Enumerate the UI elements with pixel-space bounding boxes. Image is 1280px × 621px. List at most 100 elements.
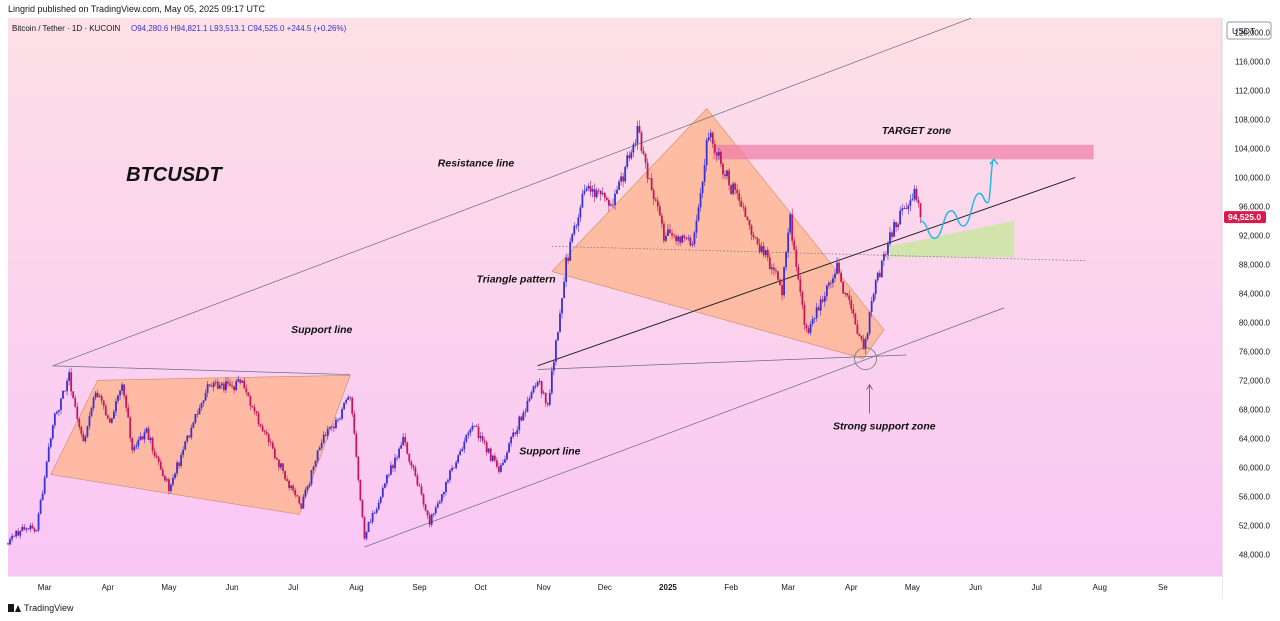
candle-body [459, 450, 462, 456]
candle-body [300, 503, 303, 509]
candle-body [878, 272, 881, 278]
candle-body [182, 449, 185, 455]
candle-body [436, 503, 439, 508]
candle-body [864, 338, 867, 350]
candle-body [251, 405, 254, 408]
candle-body [803, 304, 806, 325]
candle-body [508, 443, 510, 453]
candle-body [717, 151, 720, 156]
candle-body [220, 383, 223, 386]
candle-body [241, 380, 244, 383]
price-tick-label: 104,000.0 [1234, 144, 1270, 153]
candle-body [667, 229, 669, 236]
time-axis-background [8, 576, 1222, 599]
candle-body [406, 442, 409, 454]
price-axis[interactable]: 120,000.0 116,000.0 112,000.0 108,000.0 104,… [1234, 28, 1270, 559]
candle-body [709, 132, 712, 138]
candle-body [131, 438, 134, 451]
candle-body [375, 509, 378, 513]
candle-body [832, 278, 834, 284]
candle-body [267, 434, 270, 443]
time-axis[interactable]: Mar Apr May Jun Jul Aug Sep Oct Nov Dec 2025 Feb Mar… [38, 583, 1169, 592]
candle-body [377, 502, 380, 510]
candle-body [559, 313, 561, 333]
tradingview-logo[interactable]: TradingView [8, 603, 74, 613]
candle-body [9, 539, 11, 545]
candle-body [137, 439, 140, 446]
candle-body [108, 418, 111, 423]
candle-body [658, 206, 661, 216]
candle-body [117, 395, 119, 402]
candle-body [155, 456, 158, 458]
candle-body [848, 295, 851, 301]
candle-body [292, 485, 295, 491]
candle-body [752, 234, 755, 238]
target-zone-rect [712, 144, 1094, 160]
candle-body [351, 397, 354, 414]
candle-body [426, 510, 429, 516]
candle-body [404, 437, 407, 443]
candle-body [328, 426, 331, 429]
candle-body [638, 125, 641, 133]
candle-body [705, 140, 708, 166]
chart-frame[interactable]: BTCUSDT Resistance line Triangle pattern Su… [0, 17, 1280, 599]
candle-body [453, 467, 455, 469]
candle-body [874, 280, 877, 295]
candle-body [589, 185, 592, 192]
candle-body [599, 190, 602, 195]
candle-body [113, 411, 115, 419]
candle-body [133, 446, 136, 451]
candle-body [583, 190, 586, 194]
candle-body [876, 272, 879, 281]
candle-body [485, 442, 488, 453]
price-tick-label: 56,000.0 [1239, 492, 1271, 501]
candle-body [540, 381, 543, 394]
candle-body [762, 246, 765, 256]
candle-body [671, 233, 673, 236]
candle-body [76, 406, 79, 419]
candle-body [92, 397, 95, 409]
candle-body [227, 381, 229, 384]
candle-body [385, 474, 388, 484]
candle-body [821, 299, 824, 302]
candle-body [202, 400, 205, 404]
triangle-pattern-shape [551, 108, 885, 359]
candle-body [885, 254, 887, 255]
candle-body [271, 442, 274, 449]
candle-body [31, 525, 34, 529]
candle-body [72, 391, 75, 399]
candle-body [532, 386, 535, 393]
price-tick-label: 64,000.0 [1239, 434, 1271, 443]
candle-body [259, 424, 262, 427]
candle-body [530, 392, 533, 399]
candle-body [487, 448, 490, 453]
candle-body [581, 193, 584, 208]
candle-body [522, 412, 525, 421]
candle-body [196, 413, 199, 415]
candle-body [355, 433, 358, 457]
candle-body [775, 270, 777, 272]
candle-body [318, 447, 321, 451]
candle-body [139, 436, 142, 440]
price-tick-label: 116,000.0 [1235, 57, 1271, 66]
time-tick-label: Mar [38, 583, 52, 592]
currency-box[interactable] [1226, 21, 1272, 40]
candle-body [47, 446, 50, 462]
candle-body [748, 219, 751, 226]
candle-body [550, 370, 553, 394]
candle-body [561, 298, 563, 314]
candle-body [102, 400, 105, 406]
candle-body [347, 397, 350, 400]
candle-body [178, 462, 181, 466]
btc-chart[interactable]: BTCUSDT Resistance line Triangle pattern Su… [0, 17, 1280, 599]
candle-body [573, 225, 576, 235]
candle-body [489, 448, 492, 461]
candle-body [298, 496, 301, 504]
price-tick-label: 60,000.0 [1239, 463, 1271, 472]
candle-body [640, 132, 643, 151]
candle-body [420, 486, 423, 495]
candle-body [290, 485, 293, 488]
candle-body [518, 416, 521, 430]
candle-body [897, 224, 900, 228]
candle-body [135, 445, 138, 447]
